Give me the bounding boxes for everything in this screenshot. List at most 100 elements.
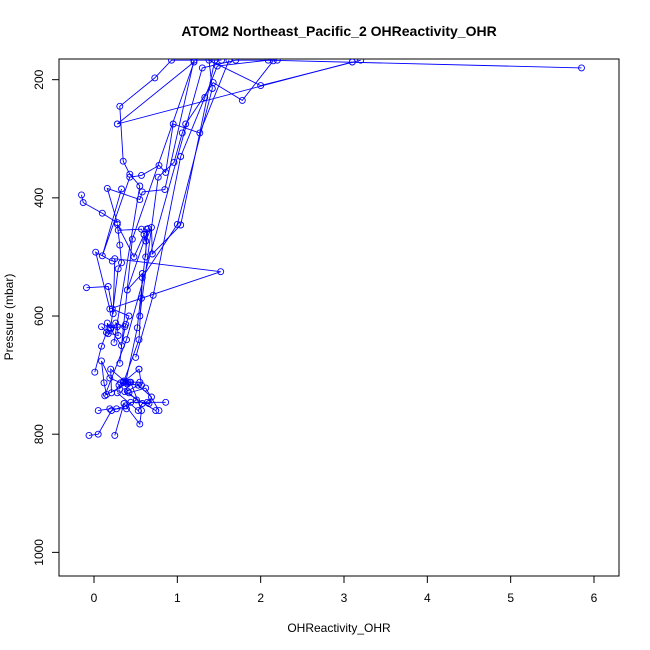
data-point [123,405,130,413]
profile-line [88,387,160,436]
profile-line [101,60,230,256]
data-point [106,374,114,382]
data-point [225,59,233,64]
data-point [136,196,144,204]
profile-10 [83,248,225,318]
data-point [162,398,170,406]
data-point [113,405,120,413]
data-point [148,250,156,258]
data-point [217,268,225,276]
data-point [118,185,125,193]
data-point [98,252,106,260]
data-point [152,407,160,415]
data-point [138,188,146,196]
profile-line [101,308,130,347]
data-point [136,182,144,190]
profile-8 [91,319,129,376]
data-point [123,336,130,344]
data-point [134,407,142,415]
data-point [78,191,85,199]
data-point [104,283,112,290]
data-point [116,102,124,110]
data-point [119,157,127,165]
data-point [112,319,120,327]
y-tick-label: 200 [32,69,46,89]
data-point [135,365,143,373]
data-point [201,93,209,101]
data-point [110,339,118,347]
data-point [94,407,102,415]
data-point [106,405,114,413]
data-point [98,209,106,217]
profile-line [123,59,361,382]
data-point [170,158,178,166]
profile-line [113,59,222,343]
profile-16 [136,59,277,320]
profile-line [117,60,353,364]
data-point [116,241,124,249]
data-point [122,320,130,328]
profile-line [86,251,221,314]
y-axis-label: Pressure (mbar) [2,274,16,361]
data-point [145,400,153,407]
data-point [127,398,135,406]
data-point [138,171,145,179]
profile-13 [78,59,198,227]
data-point [142,237,150,245]
data-point [232,59,240,64]
data-point [111,255,119,263]
data-point [123,387,131,395]
data-point [103,184,111,192]
data-point [578,64,585,72]
data-point [273,59,281,64]
data-point [79,199,87,207]
profile-line [104,59,278,396]
data-point [168,59,175,64]
data-point [120,377,128,385]
profile-18 [120,59,365,385]
profile-17 [132,59,585,361]
data-point [98,342,105,350]
data-point [238,96,246,104]
data-point [140,231,148,238]
data-point [103,319,111,327]
data-point [98,323,105,331]
x-tick-label: 1 [174,591,181,605]
plot-frame [58,58,620,577]
x-tick-label: 3 [341,591,348,605]
data-point [101,392,109,400]
data-point [107,324,115,332]
y-tick-label: 600 [32,306,46,326]
data-point [149,291,157,299]
data-point [83,284,90,292]
data-point [148,393,155,401]
data-point [85,431,93,439]
data-point [142,253,150,261]
y-tick-label: 800 [32,424,46,444]
data-layer [78,59,585,439]
data-point [138,400,146,407]
x-tick-label: 0 [91,591,98,605]
data-point [114,265,122,273]
x-tick-label: 5 [507,591,514,605]
data-point [136,378,144,386]
data-point [357,59,365,64]
data-point [118,259,125,267]
profile-1 [85,384,163,439]
data-point [91,368,99,376]
y-tick-label: 400 [32,188,46,208]
x-tick-label: 4 [424,591,431,605]
chart-title: ATOM2 Northeast_Pacific_2 OHReactivity_O… [181,23,496,39]
data-point [117,379,125,387]
data-point [108,257,116,265]
profile-line [135,59,582,358]
profile-line [98,401,166,412]
y-tick-label: 1000 [32,539,46,566]
data-point [98,357,105,365]
data-point [208,85,216,92]
data-point [205,59,213,64]
data-point [122,378,130,386]
data-point [151,74,159,82]
data-point [113,120,121,128]
